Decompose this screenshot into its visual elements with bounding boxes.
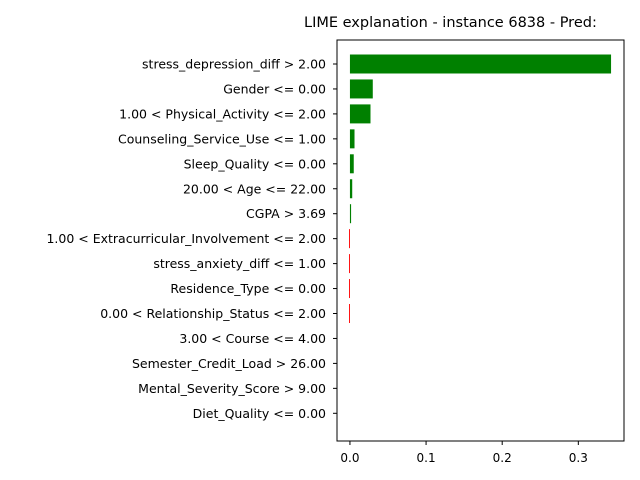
y-tick-label: Residence_Type <= 0.00: [170, 281, 326, 296]
x-tick-label: 0.2: [493, 451, 512, 465]
chart-title: LIME explanation - instance 6838 - Pred:: [304, 15, 597, 31]
y-tick-label: Mental_Severity_Score > 9.00: [138, 381, 326, 396]
x-tick-label: 0.1: [417, 451, 436, 465]
bars-group: [349, 54, 612, 323]
y-tick-label: Diet_Quality <= 0.00: [193, 406, 326, 421]
y-tick-label: Gender <= 0.00: [223, 81, 326, 96]
x-axis-ticks: 0.0 0.1 0.2 0.3: [340, 441, 588, 465]
y-tick-label: stress_anxiety_diff <= 1.00: [153, 256, 326, 271]
y-tick-label: 1.00 < Extracurricular_Involvement <= 2.…: [46, 231, 326, 246]
y-tick-label: stress_depression_diff > 2.00: [142, 57, 326, 72]
y-tick-label: Counseling_Service_Use <= 1.00: [118, 131, 326, 146]
y-tick-label: 3.00 < Course <= 4.00: [179, 331, 326, 346]
y-tick-label: Semester_Credit_Load > 26.00: [132, 356, 326, 371]
bar-8: [349, 254, 350, 274]
bar-1: [349, 79, 373, 99]
y-tick-label: CGPA > 3.69: [246, 206, 326, 221]
bar-3: [349, 129, 355, 149]
y-tick-label: 0.00 < Relationship_Status <= 2.00: [100, 306, 326, 321]
y-tick-label: 20.00 < Age <= 22.00: [183, 181, 326, 196]
bar-4: [349, 154, 354, 174]
bar-0: [349, 54, 612, 74]
plot-frame: [336, 39, 625, 442]
y-tick-label: 1.00 < Physical_Activity <= 2.00: [119, 106, 326, 121]
bar-5: [349, 179, 353, 199]
y-tick-label: Sleep_Quality <= 0.00: [184, 156, 326, 171]
bar-7: [349, 229, 350, 249]
bar-10: [349, 304, 350, 323]
x-tick-label: 0.0: [340, 451, 359, 465]
bar-6: [349, 204, 352, 224]
bar-2: [349, 104, 371, 124]
x-tick-label: 0.3: [569, 451, 588, 465]
y-axis-ticks: stress_depression_diff > 2.00 Gender <= 0…: [46, 57, 337, 421]
bar-9: [349, 279, 350, 299]
